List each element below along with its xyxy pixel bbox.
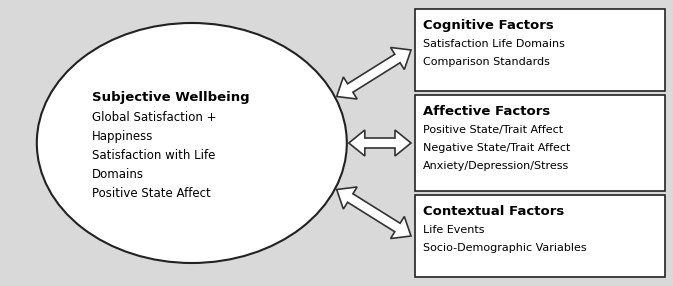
Text: Contextual Factors: Contextual Factors <box>423 205 564 218</box>
Text: Positive State/Trait Affect: Positive State/Trait Affect <box>423 125 563 135</box>
Text: Satisfaction Life Domains: Satisfaction Life Domains <box>423 39 565 49</box>
Text: Negative State/Trait Affect: Negative State/Trait Affect <box>423 143 571 153</box>
Text: Cognitive Factors: Cognitive Factors <box>423 19 554 32</box>
Bar <box>415 195 665 277</box>
Text: Subjective Wellbeing: Subjective Wellbeing <box>92 91 250 104</box>
Text: Comparison Standards: Comparison Standards <box>423 57 550 67</box>
Text: Positive State Affect: Positive State Affect <box>92 187 211 200</box>
Ellipse shape <box>37 23 347 263</box>
Bar <box>415 9 665 91</box>
Polygon shape <box>336 187 411 239</box>
Polygon shape <box>336 47 411 99</box>
Text: Affective Factors: Affective Factors <box>423 105 551 118</box>
Text: Socio-Demographic Variables: Socio-Demographic Variables <box>423 243 587 253</box>
Text: Anxiety/Depression/Stress: Anxiety/Depression/Stress <box>423 161 569 171</box>
Text: Domains: Domains <box>92 168 144 181</box>
Text: Satisfaction with Life: Satisfaction with Life <box>92 149 215 162</box>
Bar <box>415 95 665 191</box>
Text: Happiness: Happiness <box>92 130 153 143</box>
Text: Global Satisfaction +: Global Satisfaction + <box>92 111 216 124</box>
Polygon shape <box>349 130 411 156</box>
Text: Life Events: Life Events <box>423 225 485 235</box>
